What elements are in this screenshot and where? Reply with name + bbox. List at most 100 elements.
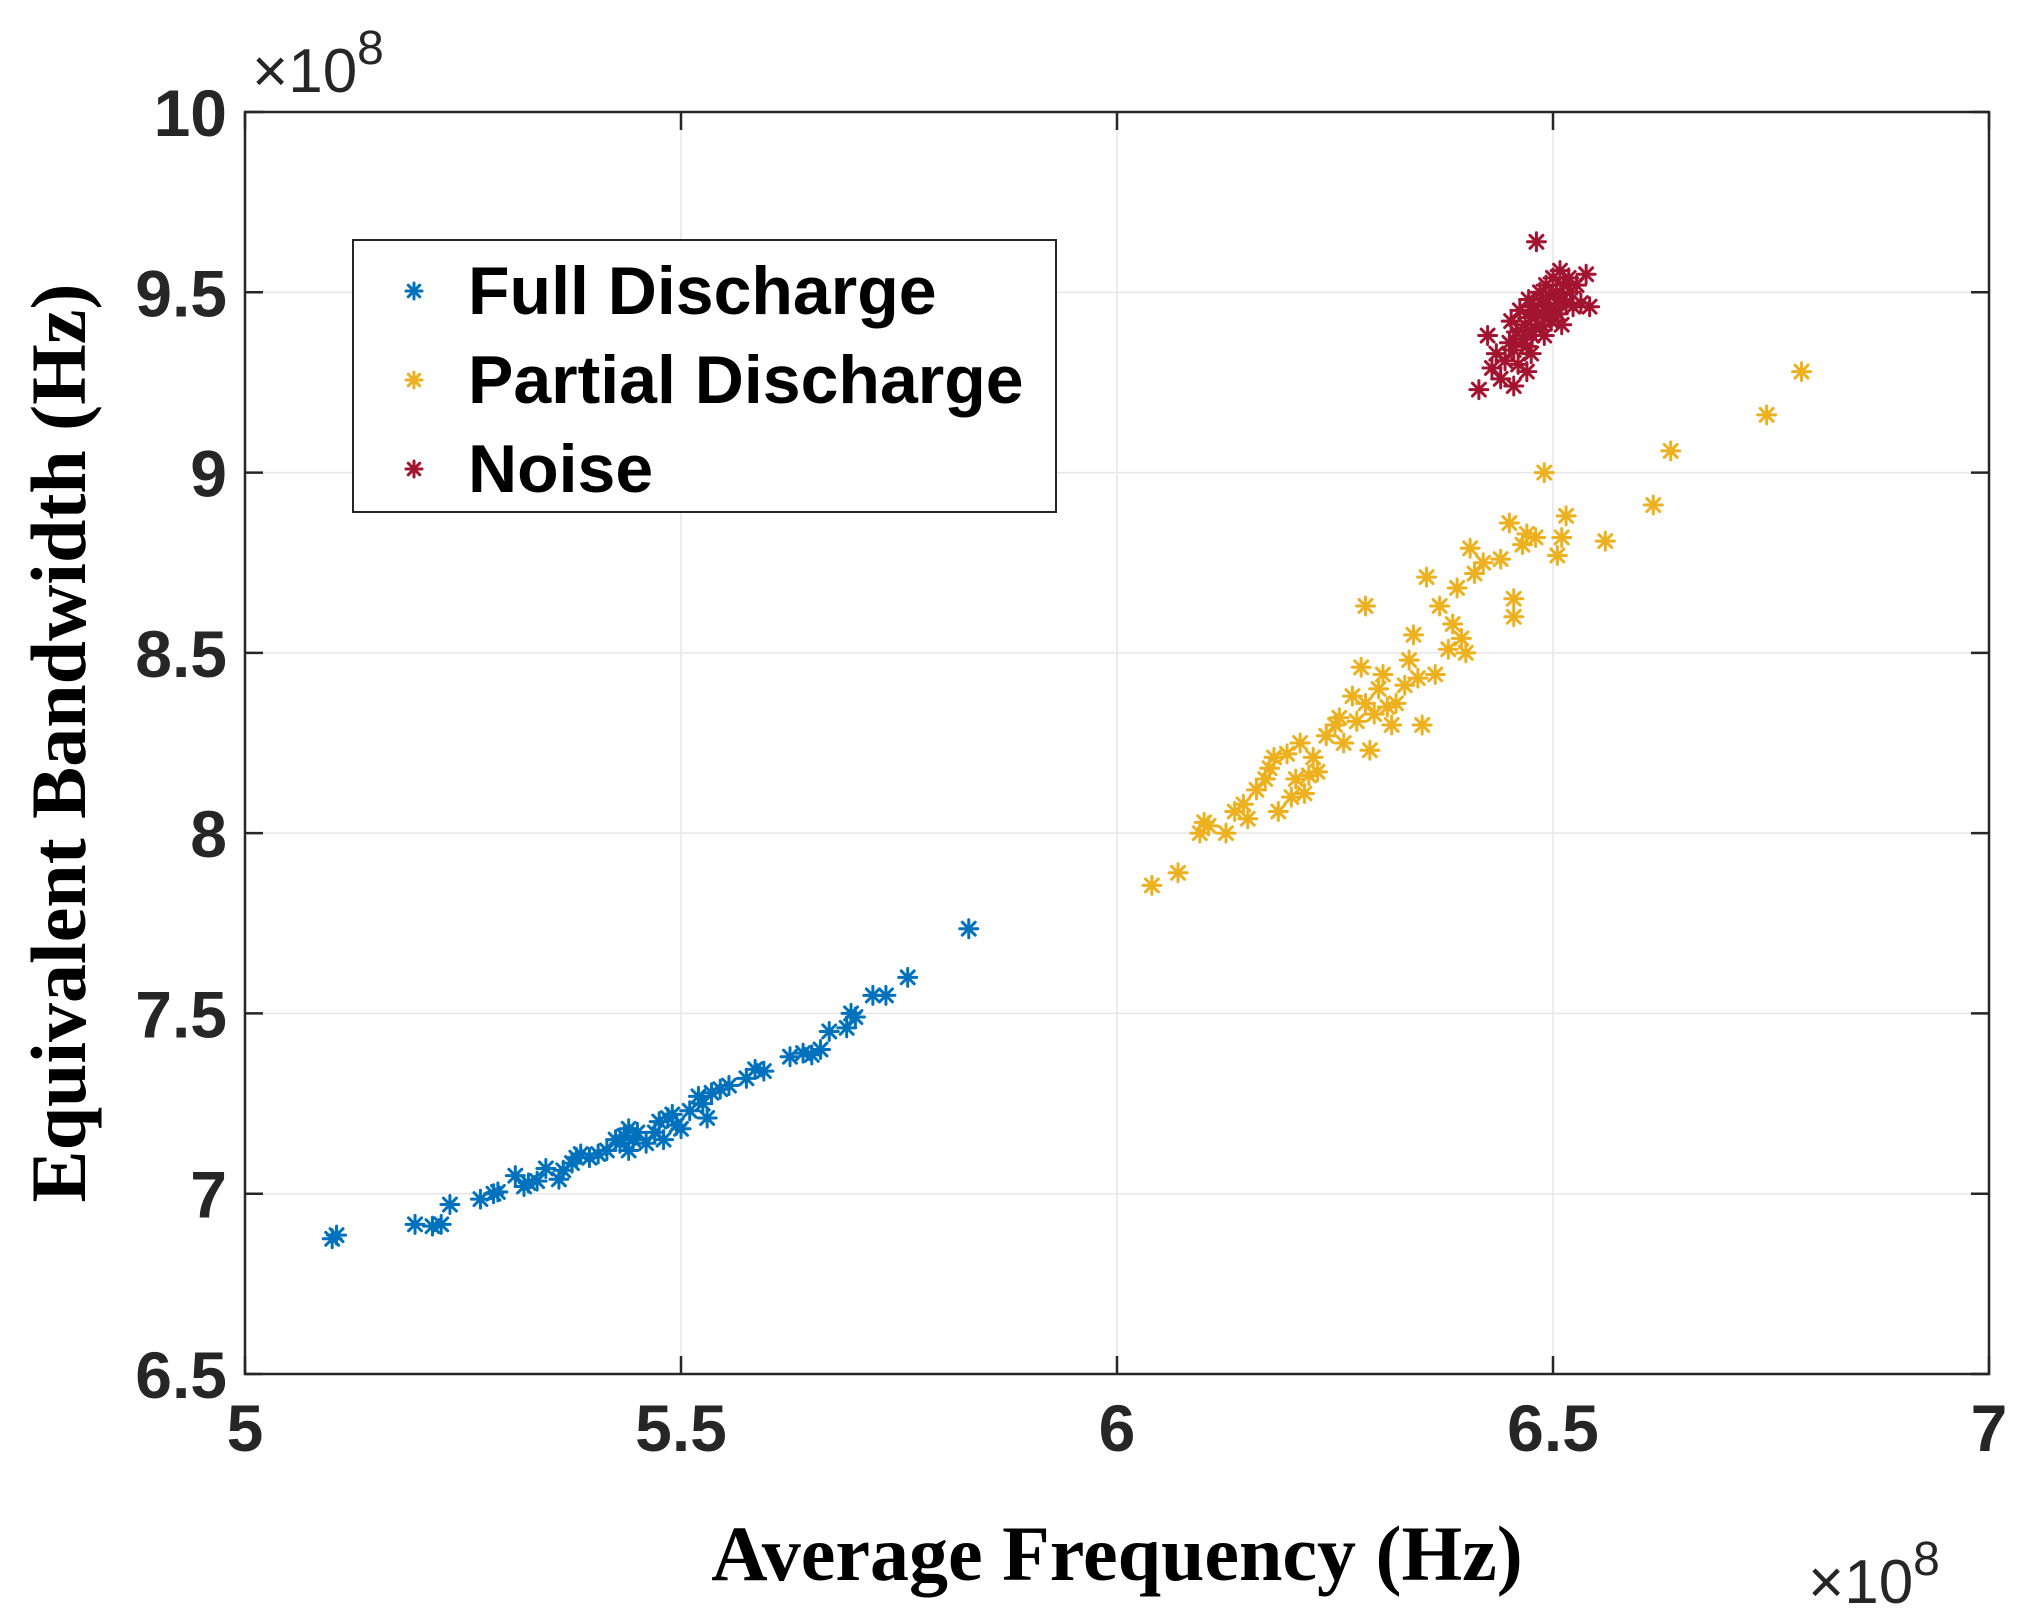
svg-text:×108: ×108 [252, 22, 384, 106]
data-point [1424, 663, 1446, 685]
x-tick-label: 7 [1971, 1391, 2008, 1465]
data-point [1416, 566, 1438, 588]
data-point [1398, 649, 1420, 671]
data-point [1503, 588, 1525, 610]
data-point [1525, 526, 1547, 548]
data-point [1385, 692, 1407, 714]
data-point [1437, 638, 1459, 660]
data-point [1363, 703, 1385, 725]
data-point [1503, 375, 1525, 397]
data-point [1525, 231, 1547, 253]
y-tick-label: 8 [190, 797, 227, 871]
data-point [1333, 732, 1355, 754]
data-point [1263, 746, 1285, 768]
data-point [1660, 440, 1682, 462]
data-point [1267, 801, 1289, 823]
data-point [1791, 361, 1813, 383]
x-tick-label: 6.5 [1507, 1391, 1599, 1465]
data-point [1285, 768, 1307, 790]
data-point [404, 1213, 426, 1235]
data-point [326, 1224, 348, 1246]
data-point [1315, 725, 1337, 747]
data-point [1302, 746, 1324, 768]
data-point [1503, 606, 1525, 628]
svg-text:×108: ×108 [1808, 1533, 1940, 1617]
x-tick-label: 6 [1099, 1391, 1136, 1465]
data-point [897, 966, 919, 988]
x-tick-label: 5.5 [635, 1391, 727, 1465]
legend-box [352, 239, 1057, 513]
legend-label-partial-discharge: Partial Discharge [468, 342, 1024, 418]
legend: Full Discharge Partial Discharge Noise [352, 239, 1057, 513]
data-point [1293, 782, 1315, 804]
data-point [653, 1129, 675, 1151]
data-point [1756, 404, 1778, 426]
data-point [958, 918, 980, 940]
data-point [1359, 739, 1381, 761]
data-point [1520, 343, 1542, 365]
data-point [1468, 379, 1490, 401]
y-tick-label: 10 [154, 76, 227, 150]
data-point [1459, 537, 1481, 559]
data-point [1429, 595, 1451, 617]
data-point [1289, 732, 1311, 754]
data-point [1402, 624, 1424, 646]
data-point [1551, 526, 1573, 548]
data-point [1555, 505, 1577, 527]
y-tick-label: 9 [190, 437, 227, 511]
data-point [810, 1038, 832, 1060]
data-point [1346, 710, 1368, 732]
data-point [735, 1067, 757, 1089]
data-point [1477, 325, 1499, 347]
legend-marker-noise [404, 459, 424, 479]
data-point [1368, 678, 1390, 700]
data-point [1490, 548, 1512, 570]
data-point [1450, 627, 1472, 649]
data-point [1516, 361, 1538, 383]
data-point [1276, 743, 1298, 765]
data-point [1341, 685, 1363, 707]
data-point [487, 1181, 509, 1203]
data-point [1464, 563, 1486, 585]
data-point [1551, 314, 1573, 336]
data-point [1381, 714, 1403, 736]
data-point [670, 1118, 692, 1140]
data-point [1442, 613, 1464, 635]
y-exponent-label: ×108 [252, 22, 384, 106]
legend-marker-partial-discharge [404, 370, 424, 390]
data-point [1215, 822, 1237, 844]
data-point [844, 1006, 866, 1028]
data-point [1579, 296, 1601, 318]
data-point [1498, 512, 1520, 534]
data-point [430, 1213, 452, 1235]
data-point [1167, 862, 1189, 884]
data-point [818, 1020, 840, 1042]
data-point [526, 1170, 548, 1192]
series-noise [1468, 231, 1601, 401]
series-full-discharge [321, 918, 980, 1250]
axis-ticks: 5 5.5 6 6.5 7 6.5 7 7.5 8 8.5 9 9.5 10 [135, 76, 2007, 1465]
data-point [1546, 545, 1568, 567]
data-point [1455, 642, 1477, 664]
data-point [779, 1046, 801, 1068]
x-axis-title: Average Frequency (Hz) [711, 1510, 1523, 1597]
series-partial-discharge [1141, 361, 1813, 896]
data-point [1594, 530, 1616, 552]
y-tick-label: 7.5 [135, 977, 227, 1051]
y-tick-label: 7 [190, 1158, 227, 1232]
data-point [1141, 874, 1163, 896]
legend-marker-full-discharge [404, 281, 424, 301]
data-point [1328, 707, 1350, 729]
data-point [1198, 815, 1220, 837]
data-point [1533, 462, 1555, 484]
data-point [1355, 595, 1377, 617]
data-point [1232, 793, 1254, 815]
data-point [1642, 494, 1664, 516]
data-point [1533, 325, 1555, 347]
data-point [1407, 667, 1429, 689]
data-point [696, 1107, 718, 1129]
data-point [439, 1194, 461, 1216]
data-point [1485, 343, 1507, 365]
y-axis-title: Equivalent Bandwidth (Hz) [15, 284, 102, 1203]
